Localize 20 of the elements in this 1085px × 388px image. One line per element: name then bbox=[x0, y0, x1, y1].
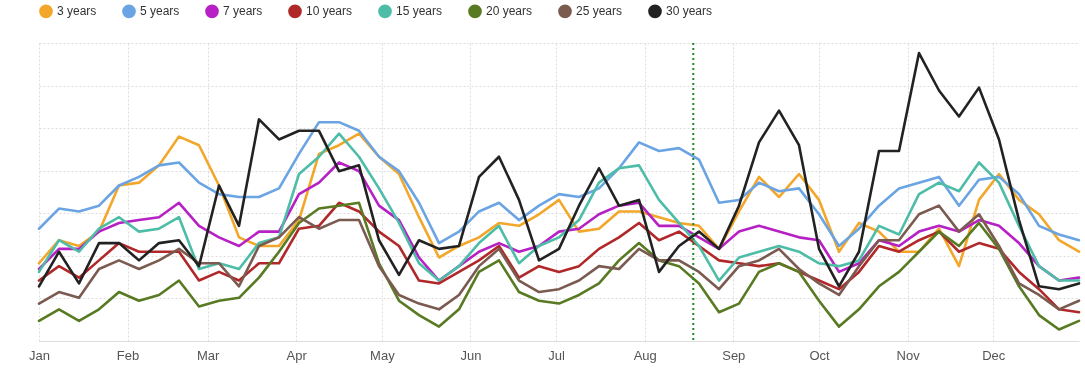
legend-label: 15 years bbox=[396, 4, 443, 19]
legend-label: 7 years bbox=[223, 4, 263, 19]
legend-label: 30 years bbox=[666, 4, 713, 19]
x-tick-label: Dec bbox=[982, 347, 1006, 363]
x-tick-label: Oct bbox=[809, 347, 830, 363]
x-tick-label: Jan bbox=[29, 347, 50, 363]
x-tick-label: Jun bbox=[460, 347, 482, 363]
x-tick-label: Aug bbox=[633, 347, 657, 363]
legend-label: 3 years bbox=[57, 4, 97, 19]
legend-label: 10 years bbox=[306, 4, 353, 19]
x-tick-label: Nov bbox=[896, 347, 921, 363]
x-tick-label: Sep bbox=[722, 347, 746, 363]
x-tick-label: Mar bbox=[196, 347, 220, 363]
x-tick-label: Apr bbox=[286, 347, 308, 363]
x-tick-label: Jul bbox=[548, 347, 566, 363]
legend-label: 5 years bbox=[140, 4, 180, 19]
x-tick-label: May bbox=[370, 347, 396, 363]
legend-label: 25 years bbox=[576, 4, 623, 19]
x-tick-label: Feb bbox=[116, 347, 140, 363]
legend-label: 20 years bbox=[486, 4, 533, 19]
